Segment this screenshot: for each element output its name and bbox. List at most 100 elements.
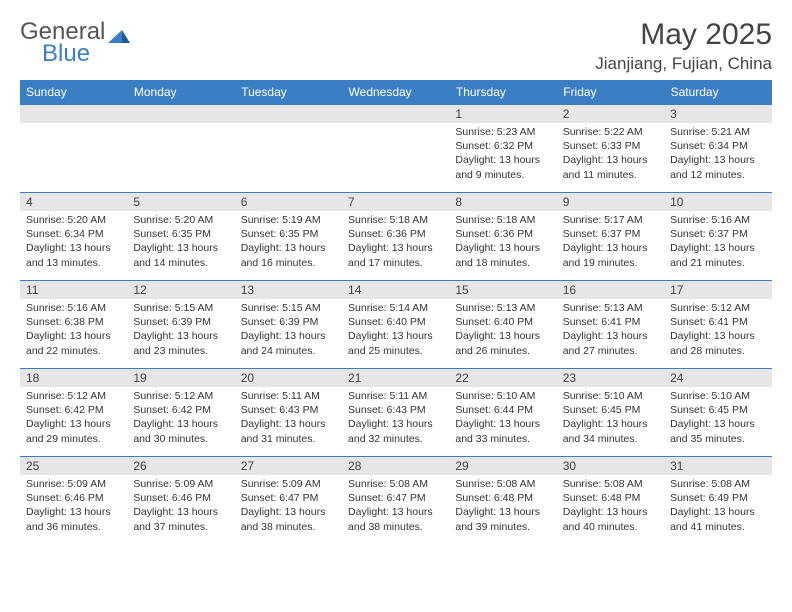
sunrise-text: Sunrise: 5:17 AM [563, 213, 658, 227]
day-number: 29 [449, 457, 556, 475]
daylight-text: Daylight: 13 hours and 26 minutes. [455, 329, 550, 357]
calendar-row: 11Sunrise: 5:16 AMSunset: 6:38 PMDayligh… [20, 281, 772, 369]
day-body: Sunrise: 5:09 AMSunset: 6:46 PMDaylight:… [20, 475, 127, 538]
day-number: 27 [235, 457, 342, 475]
sunset-text: Sunset: 6:37 PM [563, 227, 658, 241]
sunset-text: Sunset: 6:36 PM [348, 227, 443, 241]
day-number: 7 [342, 193, 449, 211]
weekday-header: Sunday [20, 80, 127, 105]
sunrise-text: Sunrise: 5:22 AM [563, 125, 658, 139]
day-body: Sunrise: 5:16 AMSunset: 6:37 PMDaylight:… [664, 211, 771, 274]
sunrise-text: Sunrise: 5:09 AM [241, 477, 336, 491]
calendar-row: 1Sunrise: 5:23 AMSunset: 6:32 PMDaylight… [20, 105, 772, 193]
day-body: Sunrise: 5:15 AMSunset: 6:39 PMDaylight:… [127, 299, 234, 362]
calendar-cell: 3Sunrise: 5:21 AMSunset: 6:34 PMDaylight… [664, 105, 771, 193]
daylight-text: Daylight: 13 hours and 28 minutes. [670, 329, 765, 357]
sunrise-text: Sunrise: 5:08 AM [348, 477, 443, 491]
sunset-text: Sunset: 6:39 PM [133, 315, 228, 329]
day-body: Sunrise: 5:11 AMSunset: 6:43 PMDaylight:… [235, 387, 342, 450]
calendar-cell: 5Sunrise: 5:20 AMSunset: 6:35 PMDaylight… [127, 193, 234, 281]
daylight-text: Daylight: 13 hours and 18 minutes. [455, 241, 550, 269]
calendar-cell: 9Sunrise: 5:17 AMSunset: 6:37 PMDaylight… [557, 193, 664, 281]
sunrise-text: Sunrise: 5:10 AM [670, 389, 765, 403]
day-number: 28 [342, 457, 449, 475]
sunset-text: Sunset: 6:46 PM [26, 491, 121, 505]
daylight-text: Daylight: 13 hours and 38 minutes. [241, 505, 336, 533]
daylight-text: Daylight: 13 hours and 33 minutes. [455, 417, 550, 445]
calendar-table: Sunday Monday Tuesday Wednesday Thursday… [20, 80, 772, 545]
day-number: 23 [557, 369, 664, 387]
day-number: 5 [127, 193, 234, 211]
calendar-cell: 29Sunrise: 5:08 AMSunset: 6:48 PMDayligh… [449, 457, 556, 545]
daylight-text: Daylight: 13 hours and 34 minutes. [563, 417, 658, 445]
day-body: Sunrise: 5:13 AMSunset: 6:41 PMDaylight:… [557, 299, 664, 362]
sunset-text: Sunset: 6:35 PM [133, 227, 228, 241]
day-body: Sunrise: 5:22 AMSunset: 6:33 PMDaylight:… [557, 123, 664, 186]
day-number: 22 [449, 369, 556, 387]
sunset-text: Sunset: 6:46 PM [133, 491, 228, 505]
calendar-cell: 7Sunrise: 5:18 AMSunset: 6:36 PMDaylight… [342, 193, 449, 281]
day-body: Sunrise: 5:14 AMSunset: 6:40 PMDaylight:… [342, 299, 449, 362]
sunrise-text: Sunrise: 5:14 AM [348, 301, 443, 315]
daylight-text: Daylight: 13 hours and 24 minutes. [241, 329, 336, 357]
day-number: 16 [557, 281, 664, 299]
daylight-text: Daylight: 13 hours and 25 minutes. [348, 329, 443, 357]
day-number: 9 [557, 193, 664, 211]
sunrise-text: Sunrise: 5:18 AM [455, 213, 550, 227]
day-number: 3 [664, 105, 771, 123]
sunrise-text: Sunrise: 5:13 AM [563, 301, 658, 315]
weekday-header: Saturday [664, 80, 771, 105]
calendar-cell: 11Sunrise: 5:16 AMSunset: 6:38 PMDayligh… [20, 281, 127, 369]
sunset-text: Sunset: 6:49 PM [670, 491, 765, 505]
day-body [127, 123, 234, 129]
day-number: 2 [557, 105, 664, 123]
day-body: Sunrise: 5:10 AMSunset: 6:45 PMDaylight:… [557, 387, 664, 450]
sunrise-text: Sunrise: 5:11 AM [348, 389, 443, 403]
day-number: 1 [449, 105, 556, 123]
calendar-cell: 16Sunrise: 5:13 AMSunset: 6:41 PMDayligh… [557, 281, 664, 369]
day-number: 24 [664, 369, 771, 387]
day-number: 10 [664, 193, 771, 211]
calendar-cell [20, 105, 127, 193]
sunrise-text: Sunrise: 5:20 AM [26, 213, 121, 227]
sunset-text: Sunset: 6:36 PM [455, 227, 550, 241]
calendar-row: 4Sunrise: 5:20 AMSunset: 6:34 PMDaylight… [20, 193, 772, 281]
day-body [235, 123, 342, 129]
sunset-text: Sunset: 6:45 PM [670, 403, 765, 417]
sunrise-text: Sunrise: 5:09 AM [26, 477, 121, 491]
sunrise-text: Sunrise: 5:23 AM [455, 125, 550, 139]
day-number: 15 [449, 281, 556, 299]
daylight-text: Daylight: 13 hours and 11 minutes. [563, 153, 658, 181]
sunset-text: Sunset: 6:48 PM [455, 491, 550, 505]
day-number: 19 [127, 369, 234, 387]
day-number [342, 105, 449, 123]
daylight-text: Daylight: 13 hours and 39 minutes. [455, 505, 550, 533]
calendar-cell: 15Sunrise: 5:13 AMSunset: 6:40 PMDayligh… [449, 281, 556, 369]
sunset-text: Sunset: 6:41 PM [670, 315, 765, 329]
day-body: Sunrise: 5:12 AMSunset: 6:42 PMDaylight:… [127, 387, 234, 450]
day-number: 20 [235, 369, 342, 387]
day-number [20, 105, 127, 123]
sunrise-text: Sunrise: 5:12 AM [26, 389, 121, 403]
logo-text-blue: Blue [42, 40, 90, 67]
daylight-text: Daylight: 13 hours and 12 minutes. [670, 153, 765, 181]
day-body: Sunrise: 5:21 AMSunset: 6:34 PMDaylight:… [664, 123, 771, 186]
daylight-text: Daylight: 13 hours and 23 minutes. [133, 329, 228, 357]
sunrise-text: Sunrise: 5:12 AM [133, 389, 228, 403]
day-number: 21 [342, 369, 449, 387]
weekday-header: Friday [557, 80, 664, 105]
day-body: Sunrise: 5:12 AMSunset: 6:41 PMDaylight:… [664, 299, 771, 362]
day-body: Sunrise: 5:10 AMSunset: 6:45 PMDaylight:… [664, 387, 771, 450]
daylight-text: Daylight: 13 hours and 38 minutes. [348, 505, 443, 533]
sunset-text: Sunset: 6:43 PM [348, 403, 443, 417]
daylight-text: Daylight: 13 hours and 16 minutes. [241, 241, 336, 269]
logo: General Blue [20, 18, 130, 68]
daylight-text: Daylight: 13 hours and 9 minutes. [455, 153, 550, 181]
calendar-cell: 12Sunrise: 5:15 AMSunset: 6:39 PMDayligh… [127, 281, 234, 369]
sunset-text: Sunset: 6:35 PM [241, 227, 336, 241]
day-body: Sunrise: 5:20 AMSunset: 6:35 PMDaylight:… [127, 211, 234, 274]
calendar-cell: 25Sunrise: 5:09 AMSunset: 6:46 PMDayligh… [20, 457, 127, 545]
calendar-cell [235, 105, 342, 193]
sunrise-text: Sunrise: 5:08 AM [670, 477, 765, 491]
day-number: 18 [20, 369, 127, 387]
